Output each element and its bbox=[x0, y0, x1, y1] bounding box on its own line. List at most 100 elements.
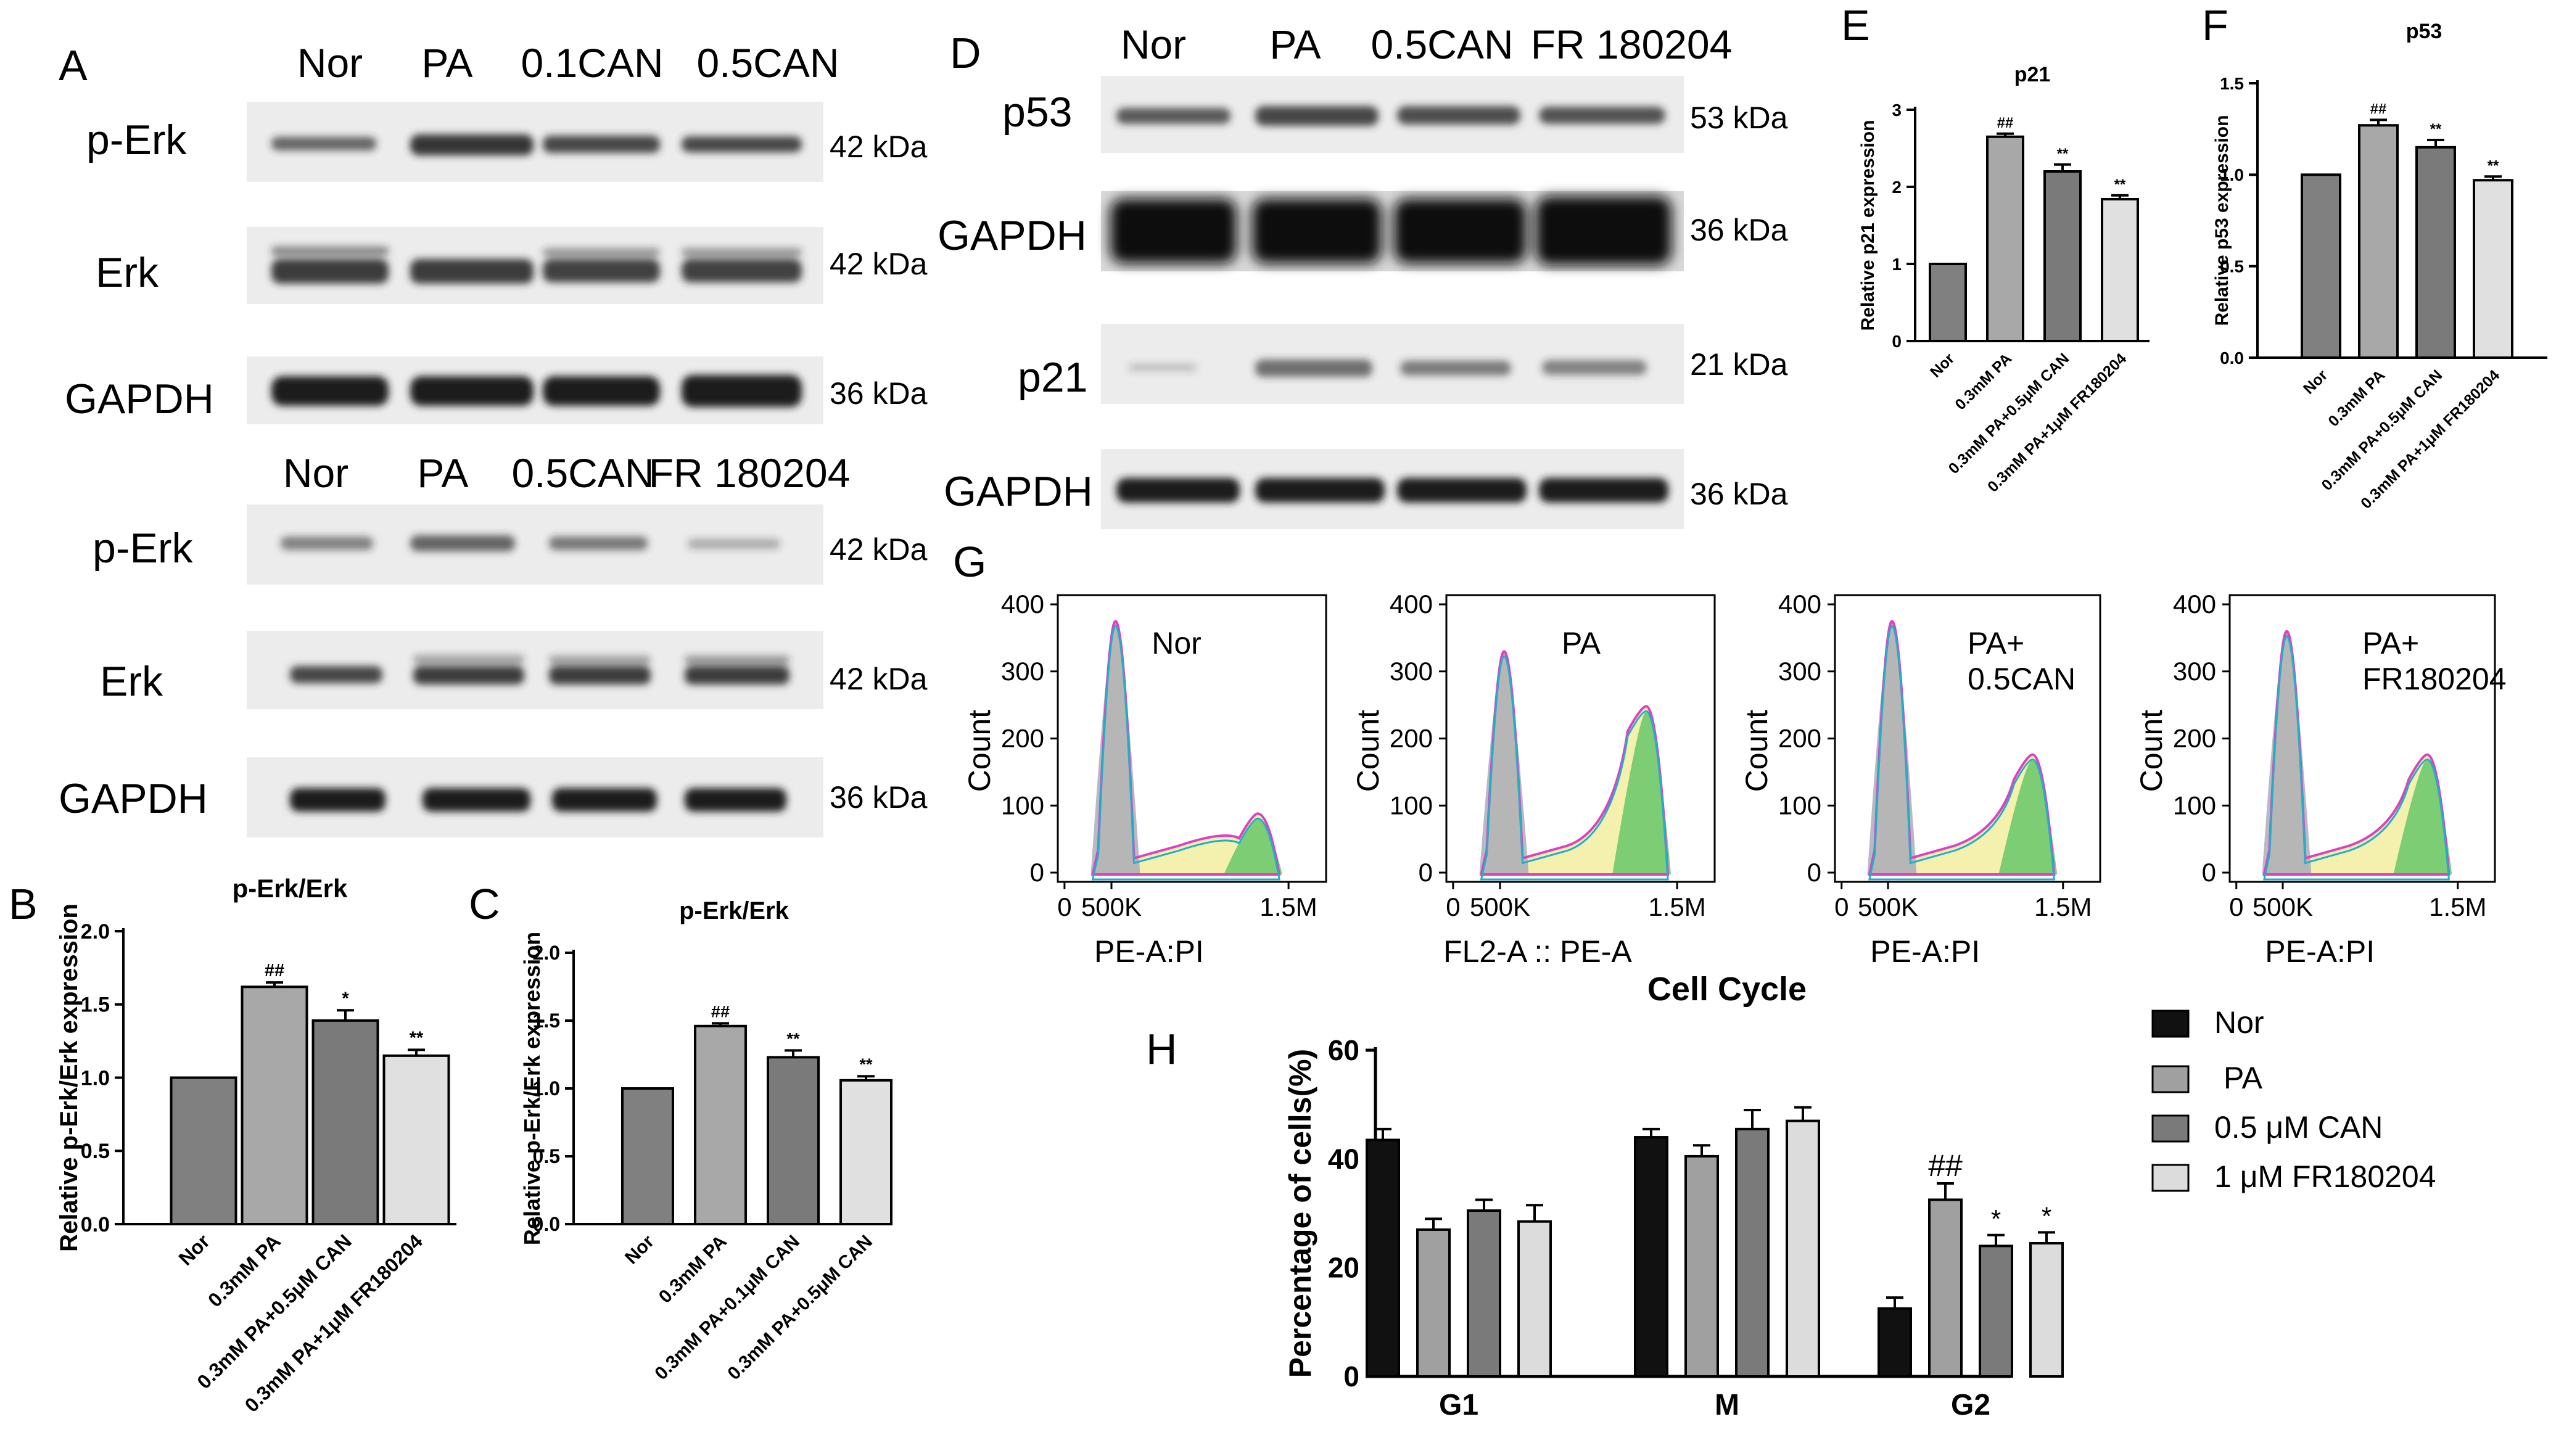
x-axis-label: FL2-A :: PE-A bbox=[1443, 934, 1632, 969]
protein-label: GAPDH bbox=[65, 376, 214, 422]
kda-label: 42 kDa bbox=[830, 662, 928, 696]
bar bbox=[2473, 179, 2513, 359]
lane-label: 0.5CAN bbox=[511, 450, 654, 496]
histogram-outline bbox=[1868, 625, 2055, 881]
y-tick-label: 0 bbox=[1419, 858, 1433, 887]
y-tick-label: 0 bbox=[2202, 858, 2216, 887]
y-tick-label: 1.0 bbox=[81, 1066, 110, 1090]
significance-label: ** bbox=[859, 1055, 873, 1074]
x-tick-label: G2 bbox=[1951, 1389, 1990, 1421]
y-tick-label: 1 bbox=[1892, 255, 1902, 274]
significance-label: ## bbox=[711, 1002, 730, 1021]
legend-label: 1 μM FR180204 bbox=[2214, 1159, 2436, 1194]
protein-label: Erk bbox=[96, 249, 159, 296]
y-tick-label: 0.0 bbox=[81, 1213, 110, 1236]
y-tick-label: 0 bbox=[1892, 332, 1902, 351]
lane-label: PA bbox=[1269, 22, 1321, 67]
bar bbox=[694, 1024, 747, 1226]
histogram-outline bbox=[1480, 655, 1669, 881]
y-tick-label: 300 bbox=[1778, 657, 1821, 686]
y-axis-label: Count bbox=[2134, 710, 2169, 792]
significance-label: ## bbox=[1928, 1148, 1963, 1183]
y-tick-label: 300 bbox=[2173, 657, 2216, 686]
significance-label: * bbox=[342, 989, 349, 1008]
significance-label: ** bbox=[786, 1029, 800, 1048]
x-tick-label: Nor bbox=[621, 1231, 658, 1268]
kda-label: 53 kDa bbox=[1690, 101, 1788, 135]
y-tick-label: 1.5 bbox=[81, 993, 110, 1017]
x-tick-label: 1.5M bbox=[2034, 892, 2092, 921]
bar bbox=[1735, 1127, 1770, 1378]
y-tick-label: 200 bbox=[1390, 724, 1433, 753]
x-tick-label: Nor bbox=[2300, 366, 2331, 397]
x-tick-label: 0 bbox=[1834, 892, 1849, 921]
sample-label: PA+ bbox=[2362, 626, 2419, 660]
bar bbox=[1684, 1154, 1719, 1378]
significance-label: ** bbox=[410, 1028, 424, 1048]
panel-letter-d: D bbox=[950, 29, 981, 77]
y-axis-label: Relative p21 expression bbox=[1858, 120, 1878, 331]
flow-cytometry-histograms: 0 100 200 300 400 0 500K 1.5M Count PE-A:PI Nor 0 10… bbox=[962, 590, 2507, 969]
y-tick-label: 0 bbox=[1807, 858, 1821, 887]
bar bbox=[767, 1056, 820, 1226]
y-axis-label: Relative p53 expression bbox=[2212, 115, 2232, 326]
bar bbox=[2029, 1241, 2064, 1378]
x-tick-label: G1 bbox=[1439, 1389, 1478, 1421]
sample-label: 0.5CAN bbox=[1968, 662, 2076, 696]
kda-label: 42 kDa bbox=[830, 532, 928, 567]
panel-letter-e: E bbox=[1841, 1, 1870, 49]
y-tick-label: 0.0 bbox=[2220, 348, 2244, 368]
bar bbox=[1986, 135, 2024, 342]
x-tick-label: Nor bbox=[175, 1230, 214, 1269]
panel-letter-c: C bbox=[469, 880, 500, 928]
legend-label: Nor bbox=[2214, 1005, 2264, 1040]
histogram-outline bbox=[2263, 635, 2450, 881]
kda-label: 42 kDa bbox=[830, 130, 928, 164]
x-tick-label: 500K bbox=[1858, 892, 1918, 921]
significance-label: ## bbox=[1997, 115, 2013, 131]
protein-label: p53 bbox=[1002, 89, 1072, 136]
y-tick-label: 200 bbox=[2173, 724, 2216, 753]
x-tick-label: M bbox=[1715, 1389, 1739, 1421]
y-tick-label: 0 bbox=[1030, 858, 1044, 887]
protein-label: GAPDH bbox=[59, 775, 208, 822]
bar bbox=[1929, 263, 1967, 342]
y-tick-label: 1.0 bbox=[2220, 165, 2244, 184]
y-tick-label: 0.5 bbox=[533, 1145, 560, 1167]
kda-label: 36 kDa bbox=[830, 376, 928, 411]
x-tick-label: 0 bbox=[1446, 892, 1460, 921]
y-tick-label: 0.5 bbox=[2220, 257, 2244, 276]
protein-label: Erk bbox=[100, 658, 163, 705]
g1-peak bbox=[1479, 651, 1529, 874]
y-tick-label: 400 bbox=[2173, 590, 2216, 619]
western-blot-a-top: Nor PA 0.1CAN 0.5CAN p-Erk Erk GAPDH 42 … bbox=[65, 40, 928, 424]
y-tick-label: 200 bbox=[1778, 724, 1821, 753]
y-tick-label: 40 bbox=[1328, 1143, 1359, 1175]
x-tick-label: 500K bbox=[1081, 892, 1142, 921]
y-tick-label: 2.0 bbox=[81, 920, 110, 944]
lane-label: Nor bbox=[297, 40, 363, 86]
x-tick-label: 0.3mM PA+0.1μM CAN bbox=[651, 1232, 804, 1384]
y-tick-label: 400 bbox=[1001, 590, 1044, 619]
lane-label: FR 180204 bbox=[649, 450, 851, 496]
lane-label: Nor bbox=[283, 450, 348, 496]
x-tick-label: 0 bbox=[1057, 892, 1071, 921]
sample-label: Nor bbox=[1152, 626, 1202, 660]
x-tick-label: 0 bbox=[2229, 892, 2243, 921]
protein-label: GAPDH bbox=[944, 468, 1093, 515]
bar-chart-f: p53 0.0 0.5 1.0 1.5 Relative p53 expression No… bbox=[2212, 20, 2547, 512]
bar bbox=[382, 1054, 450, 1225]
bar bbox=[1878, 1307, 1912, 1378]
lane-label: 0.1CAN bbox=[521, 40, 663, 86]
panel-letter-g: G bbox=[953, 538, 986, 586]
x-tick-label: 0.3mM PA bbox=[655, 1232, 731, 1307]
y-axis-label: Count bbox=[962, 710, 997, 792]
legend-swatch bbox=[2151, 1065, 2190, 1093]
chart-title: p53 bbox=[2406, 20, 2442, 43]
bar bbox=[1467, 1209, 1501, 1378]
lane-label: FR 180204 bbox=[1531, 22, 1733, 67]
x-tick-label: 500K bbox=[1470, 892, 1530, 921]
